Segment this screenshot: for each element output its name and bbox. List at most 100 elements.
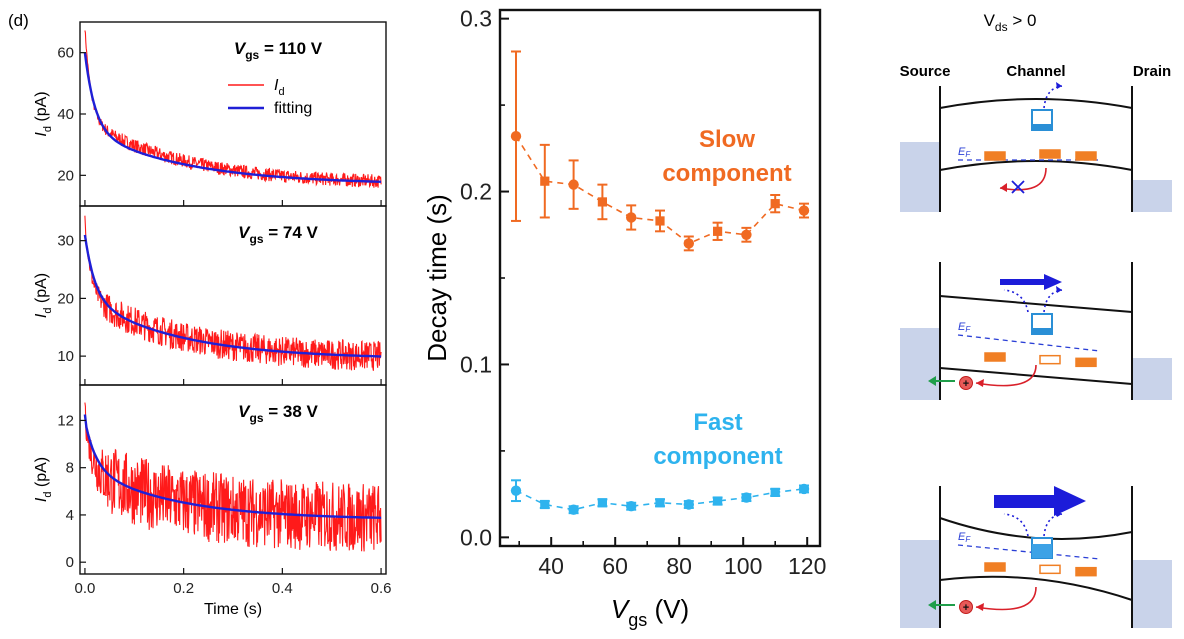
data-point [655, 216, 665, 226]
hole [959, 376, 973, 390]
data-point [510, 485, 522, 496]
hole-extraction-arrowhead [928, 376, 936, 386]
trap-filled [984, 352, 1006, 362]
fermi-level [957, 334, 1101, 352]
y-axis-label: Id (pA) [33, 91, 54, 136]
y-axis-label-main: I [33, 497, 50, 502]
drift-arrowhead [1044, 274, 1062, 290]
trap-empty [1039, 354, 1061, 365]
conduction-band [939, 295, 1133, 313]
data-point [597, 197, 607, 207]
valence-band [939, 575, 1133, 601]
drain-contact [1132, 560, 1172, 628]
data-point [540, 176, 550, 186]
x-tick-label: 0.6 [371, 580, 392, 597]
data-point [540, 499, 550, 510]
gate-voltage-annotation: Vgs = 38 V [238, 402, 318, 425]
hole [959, 600, 973, 614]
y-axis-label-rest: (pA) [33, 457, 50, 492]
trap-filled [1075, 151, 1097, 161]
y-tick-label: 20 [57, 290, 74, 307]
escape-arrowhead [1056, 286, 1062, 293]
band-diagram-2: EF + [900, 262, 1172, 400]
fermi-label-sub: F [965, 535, 971, 544]
escape-path [1043, 85, 1063, 109]
gate-voltage-annotation-rest: = 110 V [259, 39, 323, 58]
y-tick-label: 8 [66, 460, 74, 477]
y-axis-label: Id (pA) [33, 457, 54, 502]
blocked-cross [1011, 180, 1025, 194]
data-point [626, 212, 637, 223]
recombination-arrowhead [976, 379, 984, 387]
fermi-label-main: E [958, 321, 966, 333]
data-point [568, 179, 579, 190]
trap-filled [984, 151, 1006, 161]
y-axis-label-main: I [33, 132, 50, 137]
escape-path [1043, 513, 1063, 537]
panel-label: (d) [8, 11, 29, 30]
drain-label: Drain [1133, 63, 1171, 80]
gate-voltage-annotation-sub: gs [249, 232, 263, 246]
electron-fill [1032, 544, 1052, 558]
x-tick-label: 120 [788, 553, 826, 579]
fermi-label-main: E [958, 531, 966, 543]
series-line-fitting [83, 234, 382, 358]
electron-fill [1032, 124, 1052, 130]
conduction-band [939, 98, 1133, 109]
x-axis-label: Vgs (V) [611, 594, 689, 630]
x-tick-label: 0.0 [75, 580, 96, 597]
series-slow: Slow component [510, 50, 810, 252]
x-tick-label: 80 [666, 553, 692, 579]
x-axis-label-sub: gs [628, 610, 647, 630]
y-axis-label: Decay time (s) [422, 194, 452, 362]
drain-contact [1132, 180, 1172, 212]
series-label: component [653, 443, 782, 470]
recombination-arrowhead [1000, 183, 1007, 192]
y-tick-label: 60 [57, 45, 74, 62]
data-point [770, 199, 780, 209]
hole-symbol: + [963, 378, 969, 390]
legend-label-id: Id [274, 77, 285, 98]
source-contact [900, 540, 940, 628]
y-axis-label-sub: d [42, 308, 54, 314]
x-tick-label: 40 [538, 553, 564, 579]
gate-voltage-annotation-sub: gs [249, 411, 263, 425]
data-point [713, 226, 723, 236]
gate-voltage-annotation-rest: = 74 V [264, 223, 319, 242]
gate-voltage-annotation-sub: gs [245, 48, 259, 62]
y-tick-label: 0.1 [460, 351, 492, 377]
data-point [655, 498, 665, 508]
hole-symbol: + [963, 602, 969, 614]
drift-arrowhead [1054, 486, 1086, 516]
x-tick-label: 0.4 [272, 580, 293, 597]
decay-time-plot: Slow component Fast component 0.0 0.1 0.2 0.3 40… [422, 6, 826, 630]
y-tick-label: 0.3 [460, 6, 492, 32]
x-axis-label-main: V [611, 594, 631, 624]
y-tick-label: 4 [66, 507, 74, 524]
y-axis-label-sub: d [42, 126, 54, 132]
data-point [568, 504, 579, 515]
data-point [683, 238, 694, 249]
series-label: component [662, 160, 791, 187]
y-axis-label-main: I [33, 313, 50, 318]
gate-voltage-annotation-main: V [234, 39, 247, 58]
y-tick-label: 30 [57, 233, 74, 250]
trap-filled [1075, 566, 1097, 577]
trap-empty [1039, 564, 1061, 575]
series-fast: Fast component [510, 409, 810, 515]
fermi-label-main: E [958, 146, 966, 158]
escape-arrowhead [1056, 82, 1062, 89]
panel-left-bottom: 0 4 8 12 0.0 0.2 0.4 0.6 Id (pA) Vgs = 38 V Time (… [33, 384, 392, 618]
series-label: Slow [699, 126, 755, 153]
legend-label-fitting: fitting [274, 100, 312, 117]
x-axis-label-rest: (V) [647, 594, 689, 624]
band-diagram-3: EF + [900, 486, 1172, 628]
fermi-label: EF [958, 531, 971, 544]
data-point [626, 501, 637, 512]
electron-fill [1032, 328, 1052, 334]
x-tick-label: 100 [724, 553, 762, 579]
gate-voltage-annotation: Vgs = 110 V [234, 39, 323, 62]
fermi-label-sub: F [965, 325, 971, 334]
valence-band [939, 367, 1133, 385]
valence-band [939, 160, 1133, 171]
